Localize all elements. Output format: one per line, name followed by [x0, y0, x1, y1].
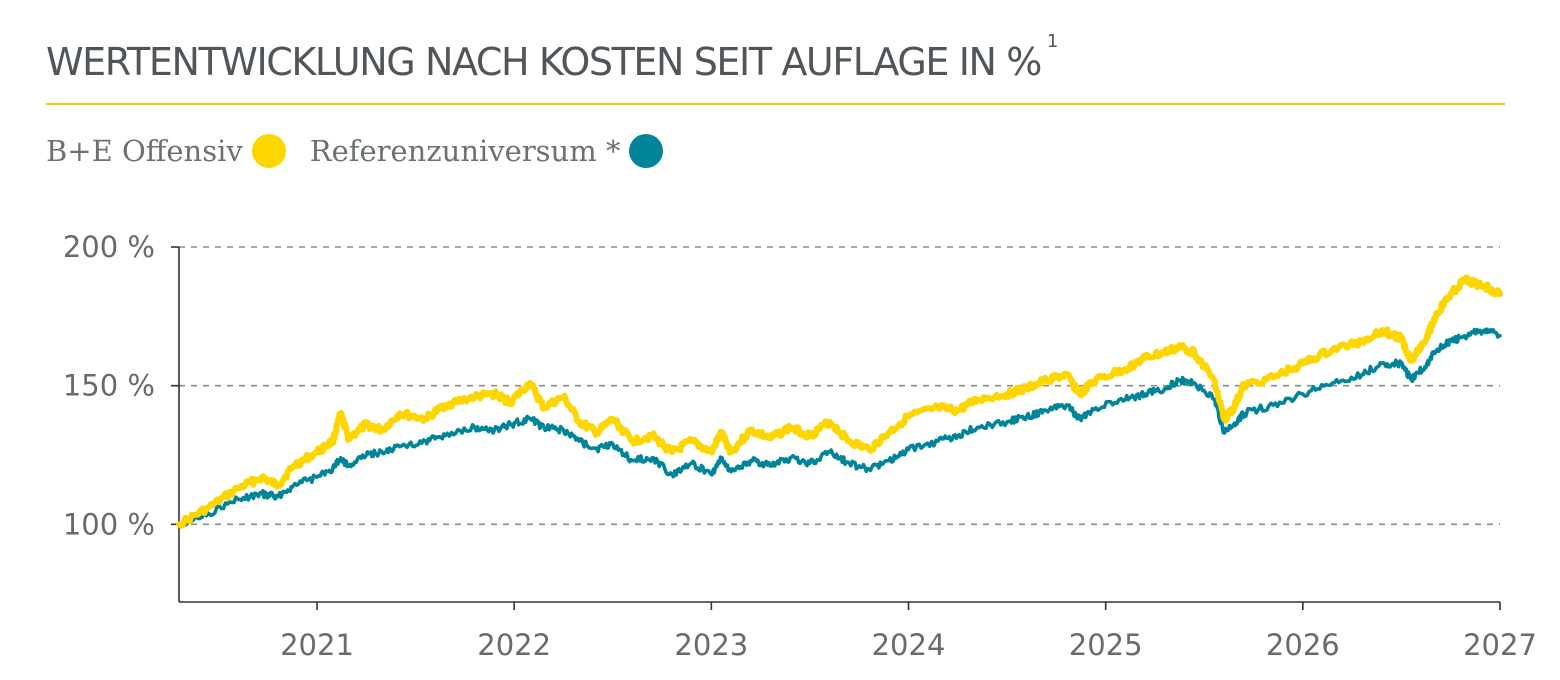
- x-tick-label-3: 2024: [872, 628, 946, 662]
- x-tick-label-0: 2021: [280, 628, 354, 662]
- x-tick-label-2: 2023: [674, 628, 748, 662]
- series-line-fund: [176, 274, 1503, 529]
- legend-label-reference: Referenzuniversum *: [309, 134, 621, 168]
- tick-labels: 100 % 150 % 200 % 2021 2022 2023 2024 2025 2026 2…: [63, 230, 1537, 662]
- legend-marker-reference: [629, 134, 664, 168]
- y-tick-label-2: 200 %: [63, 230, 155, 264]
- series-group: [176, 274, 1503, 529]
- x-tick-label-6: 2027: [1463, 628, 1537, 662]
- legend-marker-fund: [251, 134, 286, 168]
- title-underline: [46, 103, 1505, 105]
- y-tick-label-1: 150 %: [63, 369, 155, 403]
- y-tick-label-0: 100 %: [63, 507, 155, 541]
- chart-title: WERTENTWICKLUNG NACH KOSTEN SEIT AUFLAGE…: [46, 40, 1042, 84]
- x-tick-label-1: 2022: [477, 628, 551, 662]
- grid-lines: [179, 246, 1500, 526]
- x-tick-label-4: 2025: [1069, 628, 1143, 662]
- x-tick-label-5: 2026: [1266, 628, 1340, 662]
- legend-label-fund: B+E Offensiv: [46, 134, 243, 168]
- page-title: WERTENTWICKLUNG NACH KOSTEN SEIT AUFLAGE…: [46, 31, 1058, 84]
- series-line-reference: [177, 327, 1502, 529]
- chart-legend: B+E Offensiv Referenzuniversum *: [46, 134, 687, 168]
- footnote-marker: 1: [1046, 31, 1058, 53]
- axes: [171, 246, 1501, 610]
